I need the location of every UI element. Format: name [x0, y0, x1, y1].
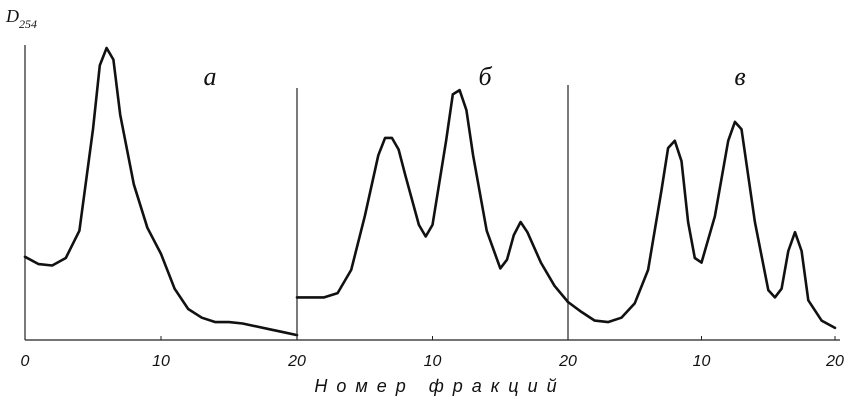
x-tick-label: 0	[21, 353, 30, 370]
elution-curve	[23, 46, 299, 337]
x-axis-label: Номер фракций	[314, 376, 565, 396]
elution-curve	[295, 88, 570, 304]
y-axis-label: D254	[5, 6, 37, 31]
x-tick-label: 20	[558, 353, 577, 370]
y-label-symbol: D	[5, 6, 19, 26]
panel-title: б	[478, 62, 492, 91]
x-tick-label: 10	[424, 353, 442, 370]
elution-curve	[566, 120, 837, 330]
panel-title: а	[204, 62, 217, 91]
x-tick-label: 20	[287, 353, 306, 370]
x-tick-label: 20	[825, 353, 844, 370]
panel-title: в	[734, 62, 745, 91]
y-label-subscript: 254	[19, 17, 37, 31]
x-tick-label: 10	[693, 353, 711, 370]
x-tick-label: 10	[152, 353, 170, 370]
